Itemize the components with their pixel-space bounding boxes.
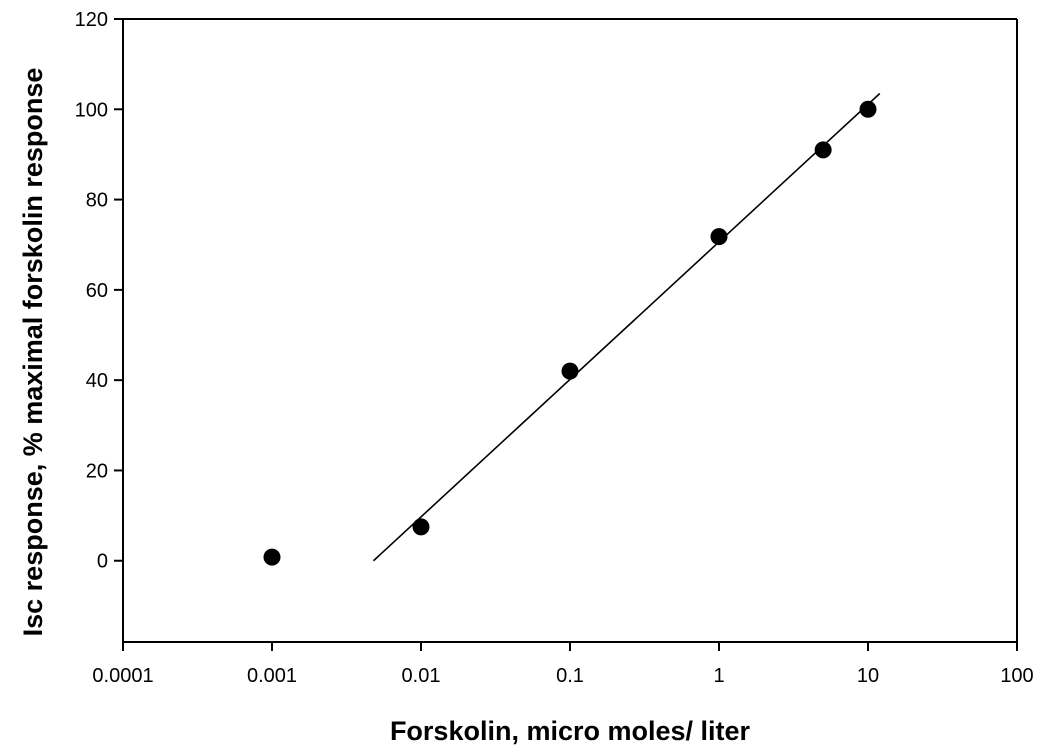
fit-line-layer — [372, 92, 881, 562]
data-point — [814, 141, 832, 159]
axes — [122, 18, 1018, 643]
y-tick-label: 40 — [86, 370, 108, 392]
x-tick-label: 0.01 — [402, 665, 441, 687]
y-tick-label: 120 — [75, 9, 108, 31]
fit-line — [372, 92, 881, 562]
y-tick-label: 60 — [86, 280, 108, 302]
x-tick-label: 1 — [713, 665, 724, 687]
x-tick-label: 0.001 — [247, 665, 297, 687]
axis-ticks: 0 20 40 60 80 100 120 0.0001 0.001 0.01 0.1 1 10 100 — [75, 9, 1034, 687]
data-point — [859, 100, 877, 118]
data-points — [263, 100, 877, 566]
x-tick-label: 0.0001 — [92, 665, 153, 687]
x-tick-label: 100 — [1000, 665, 1033, 687]
y-axis-title: Isc response, % maximal forskolin respon… — [18, 68, 48, 637]
data-point — [412, 518, 430, 536]
y-tick-label: 80 — [86, 190, 108, 212]
y-tick-label: 20 — [86, 460, 108, 482]
y-tick-label: 100 — [75, 99, 108, 121]
data-point — [710, 228, 728, 246]
x-tick-label: 10 — [857, 665, 879, 687]
y-tick-label: 0 — [97, 551, 108, 573]
data-point — [263, 548, 281, 566]
x-axis-title: Forskolin, micro moles/ liter — [390, 716, 751, 746]
x-tick-label: 0.1 — [556, 665, 584, 687]
data-point — [561, 362, 579, 380]
